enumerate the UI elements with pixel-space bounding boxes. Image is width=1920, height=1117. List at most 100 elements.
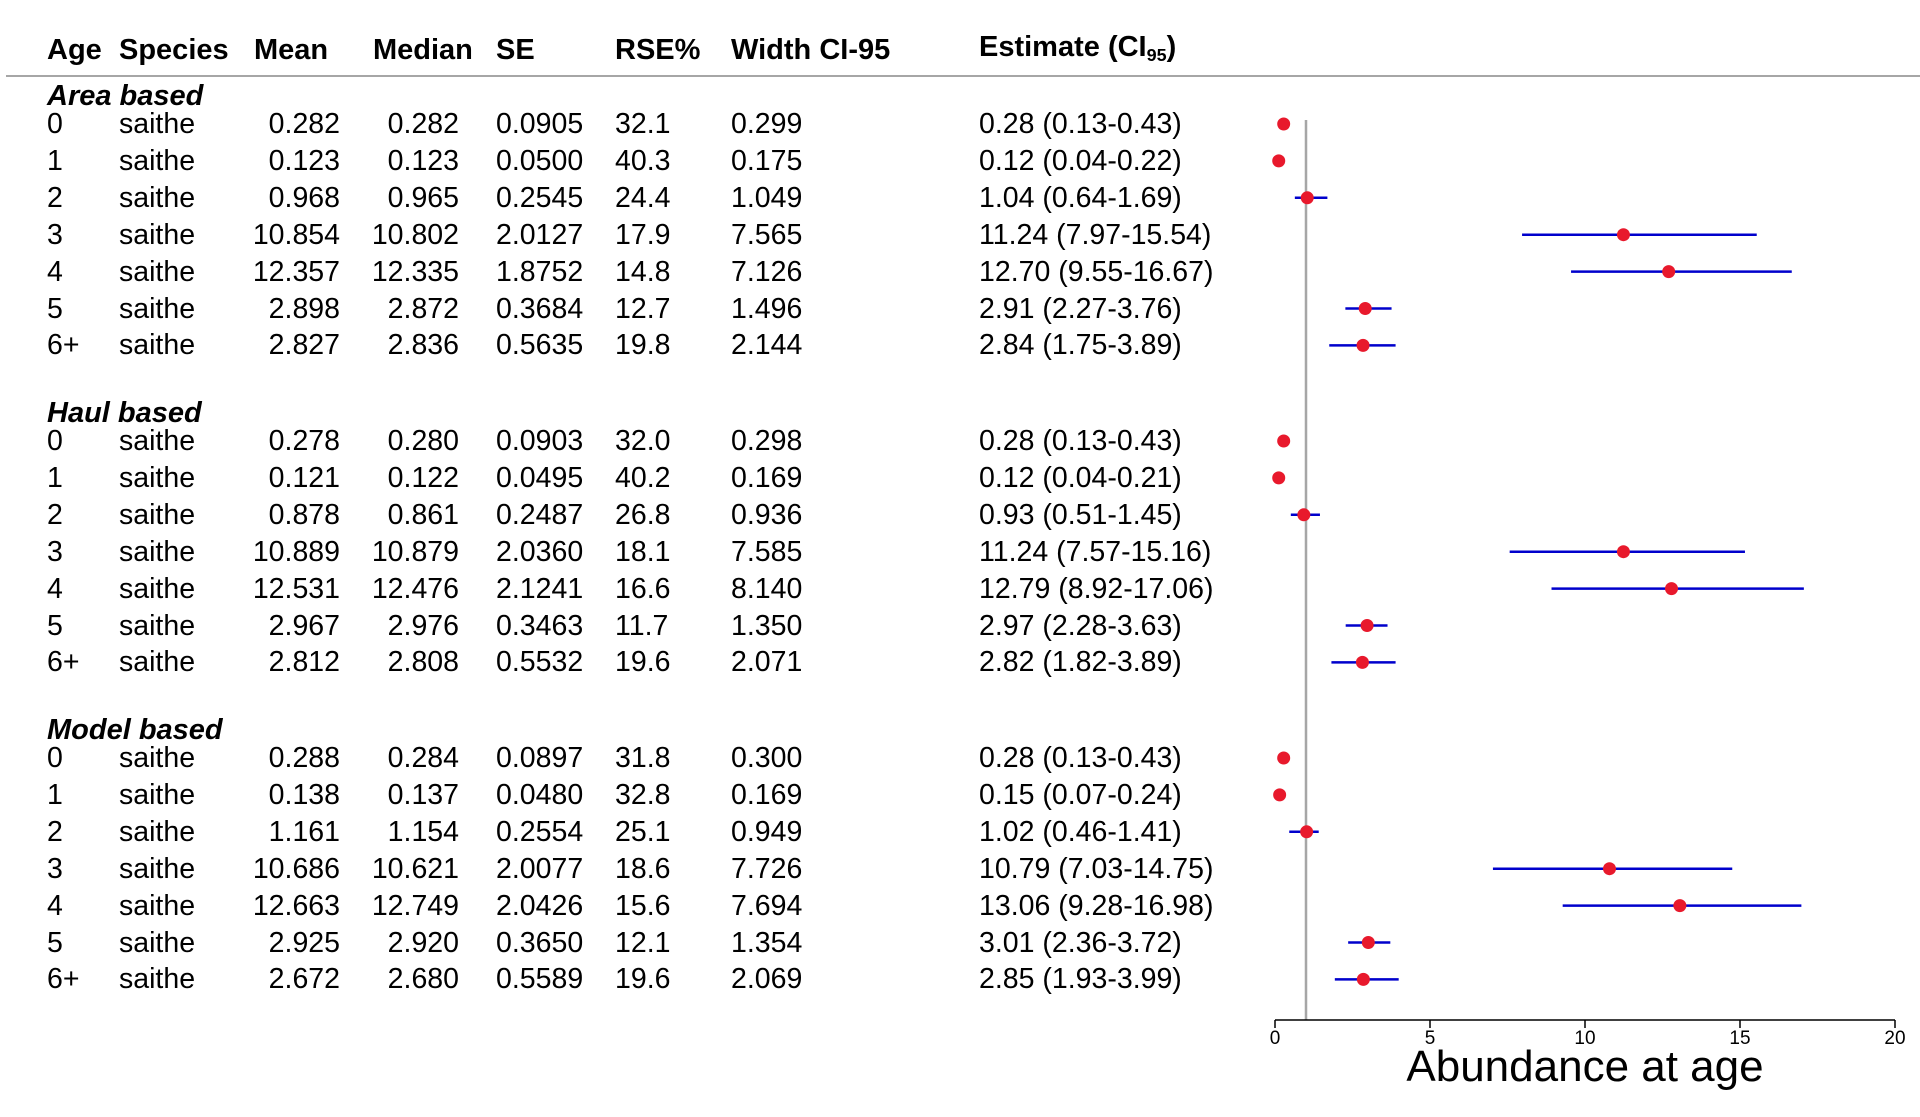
- header-estimate-text: Estimate (CI: [979, 31, 1147, 63]
- cell-median: 0.280: [387, 425, 459, 457]
- cell-width: 0.949: [731, 815, 803, 848]
- cell-median: 0.965: [387, 181, 459, 214]
- cell-median: 2.920: [387, 926, 459, 959]
- cell-species: saithe: [119, 926, 196, 959]
- cell-median: 10.879: [371, 535, 459, 568]
- cell-median: 2.680: [387, 963, 459, 996]
- cell-mean: 10.686: [252, 852, 340, 885]
- cell-rse: 32.8: [615, 778, 671, 811]
- cell-species: saithe: [119, 144, 196, 177]
- cell-estimate: 0.93 (0.51-1.45): [979, 498, 1182, 531]
- cell-median: 0.137: [387, 778, 459, 811]
- cell-rse: 26.8: [615, 498, 671, 531]
- cell-width: 0.936: [731, 498, 803, 531]
- cell-rse: 24.4: [615, 181, 671, 214]
- cell-mean: 0.878: [268, 498, 340, 531]
- estimate-point: [1277, 434, 1291, 448]
- cell-width: 7.726: [731, 852, 803, 885]
- cell-age: 1: [47, 778, 63, 811]
- cell-rse: 18.1: [615, 535, 671, 568]
- cell-se: 1.8752: [496, 255, 584, 288]
- cell-rse: 11.7: [615, 609, 669, 642]
- cell-width: 0.169: [731, 461, 803, 494]
- header-estimate: Estimate (CI95): [979, 29, 1176, 68]
- cell-median: 12.476: [371, 572, 459, 605]
- cell-species: saithe: [119, 646, 196, 679]
- estimate-point: [1616, 228, 1630, 242]
- cell-species: saithe: [119, 852, 196, 885]
- estimate-point: [1273, 788, 1287, 802]
- cell-median: 2.872: [387, 292, 459, 325]
- cell-se: 0.0500: [496, 144, 584, 177]
- cell-mean: 1.161: [268, 815, 340, 848]
- cell-species: saithe: [119, 498, 196, 531]
- cell-median: 12.335: [371, 255, 459, 288]
- cell-age: 5: [47, 926, 63, 959]
- cell-se: 0.5532: [496, 646, 584, 679]
- cell-estimate: 0.12 (0.04-0.21): [979, 461, 1182, 494]
- cell-estimate: 11.24 (7.97-15.54): [979, 218, 1212, 251]
- cell-rse: 12.1: [615, 926, 671, 959]
- cell-rse: 17.9: [615, 218, 671, 251]
- cell-width: 1.496: [731, 292, 803, 325]
- cell-rse: 40.2: [615, 461, 671, 494]
- estimate-point: [1356, 972, 1370, 986]
- cell-width: 8.140: [731, 572, 803, 605]
- cell-median: 12.749: [371, 889, 459, 922]
- cell-species: saithe: [119, 425, 196, 457]
- cell-width: 2.071: [731, 646, 803, 679]
- cell-age: 1: [47, 461, 63, 494]
- cell-mean: 0.138: [268, 778, 340, 811]
- estimate-point: [1358, 302, 1372, 315]
- cell-median: 0.284: [387, 742, 459, 774]
- cell-se: 0.0495: [496, 461, 584, 494]
- cell-rse: 14.8: [615, 255, 671, 288]
- cell-width: 7.126: [731, 255, 803, 288]
- cell-mean: 12.357: [252, 255, 340, 288]
- cell-rse: 32.0: [615, 425, 671, 457]
- cell-rse: 32.1: [615, 108, 671, 140]
- cell-age: 2: [47, 815, 63, 848]
- cell-species: saithe: [119, 535, 196, 568]
- cell-se: 2.0360: [496, 535, 584, 568]
- estimate-point: [1300, 825, 1314, 839]
- header-width: Width CI-95: [731, 34, 891, 66]
- estimate-point: [1602, 862, 1616, 876]
- cell-estimate: 0.15 (0.07-0.24): [979, 778, 1182, 811]
- cell-median: 2.808: [387, 646, 459, 679]
- cell-age: 0: [47, 742, 63, 774]
- cell-species: saithe: [119, 461, 196, 494]
- cell-estimate: 2.84 (1.75-3.89): [979, 329, 1182, 362]
- cell-mean: 0.123: [268, 144, 340, 177]
- cell-rse: 19.8: [615, 329, 671, 362]
- cell-mean: 2.827: [268, 329, 340, 362]
- cell-estimate: 0.28 (0.13-0.43): [979, 742, 1182, 774]
- cell-width: 0.298: [731, 425, 803, 457]
- cell-species: saithe: [119, 609, 196, 642]
- cell-se: 2.1241: [496, 572, 584, 605]
- cell-median: 0.861: [387, 498, 459, 531]
- cell-age: 4: [47, 255, 63, 288]
- cell-median: 0.123: [387, 144, 459, 177]
- estimate-point: [1355, 655, 1369, 669]
- cell-width: 0.169: [731, 778, 803, 811]
- cell-mean: 0.968: [268, 181, 340, 214]
- cell-se: 0.2554: [496, 815, 584, 848]
- x-tick-label: 20: [1884, 1028, 1905, 1049]
- cell-se: 2.0426: [496, 889, 584, 922]
- cell-age: 6+: [47, 646, 80, 679]
- cell-age: 0: [47, 108, 63, 140]
- cell-species: saithe: [119, 292, 196, 325]
- cell-median: 1.154: [387, 815, 459, 848]
- cell-estimate: 11.24 (7.57-15.16): [979, 535, 1212, 568]
- cell-species: saithe: [119, 572, 196, 605]
- header-mean: Mean: [254, 34, 329, 66]
- cell-se: 0.2487: [496, 498, 584, 531]
- cell-width: 0.300: [731, 742, 803, 774]
- header-se: SE: [496, 34, 535, 66]
- cell-rse: 19.6: [615, 646, 671, 679]
- header-species: Species: [119, 34, 229, 66]
- cell-rse: 18.6: [615, 852, 671, 885]
- cell-estimate: 1.04 (0.64-1.69): [979, 181, 1182, 214]
- group-title: Haul based: [47, 397, 202, 429]
